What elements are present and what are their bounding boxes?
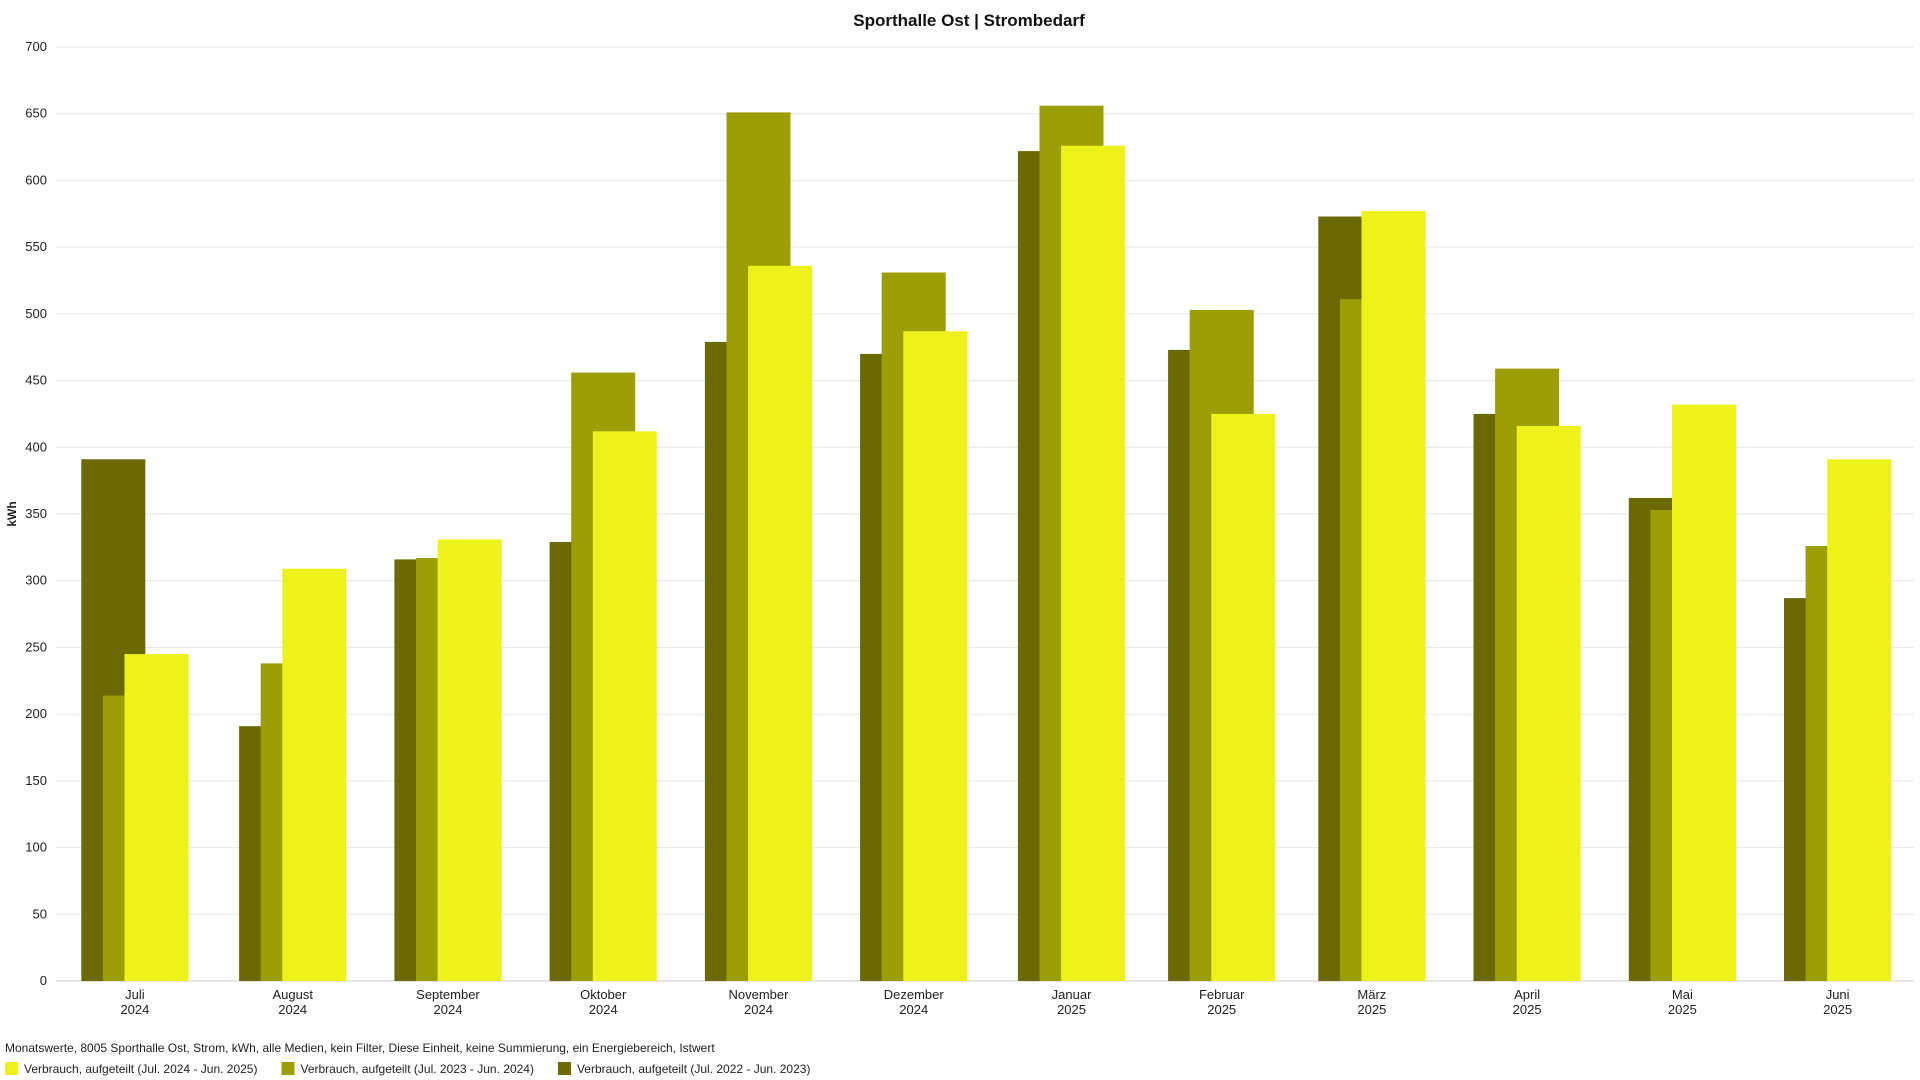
x-tick-label-month: Februar <box>1199 987 1245 1002</box>
x-tick-label: März 2025 <box>1357 987 1386 1017</box>
bar-2024-2025-januar-2025 <box>1061 145 1126 981</box>
chart-note: Monatswerte, 8005 Sporthalle Ost, Strom,… <box>5 1041 715 1055</box>
x-tick-label-month: Juli <box>125 987 145 1002</box>
x-tick-label-year: 2025 <box>1668 1002 1697 1017</box>
bar-2024-2025-maerz-2025 <box>1361 211 1426 982</box>
y-tick-label: 100 <box>25 840 47 855</box>
x-tick-label: Februar 2025 <box>1199 987 1245 1017</box>
x-tick-label-year: 2025 <box>1823 1002 1852 1017</box>
legend: Verbrauch, aufgeteilt (Jul. 2024 - Jun. … <box>5 1062 810 1076</box>
x-tick-label-month: August <box>272 987 313 1002</box>
bar-2024-2025-dezember-2024 <box>903 331 968 981</box>
legend-label: Verbrauch, aufgeteilt (Jul. 2024 - Jun. … <box>24 1062 257 1076</box>
x-tick-label: Mai 2025 <box>1668 987 1697 1017</box>
bar-2024-2025-juli-2024 <box>124 654 189 981</box>
y-tick-label: 600 <box>25 172 47 187</box>
y-tick-label: 550 <box>25 239 47 254</box>
y-tick-label: 350 <box>25 506 47 521</box>
y-axis-label: kWh <box>5 501 19 526</box>
legend-swatch <box>5 1062 18 1075</box>
legend-swatch <box>281 1062 295 1075</box>
bar-2024-2025-mai-2025 <box>1672 404 1736 982</box>
y-tick-label: 700 <box>25 39 47 54</box>
bar-2024-2025-november-2024 <box>748 265 813 981</box>
bar-2024-2025-juni-2025 <box>1827 459 1892 981</box>
legend-label: Verbrauch, aufgeteilt (Jul. 2023 - Jun. … <box>300 1062 533 1076</box>
x-tick-label: Oktober 2024 <box>580 987 627 1017</box>
x-tick-label-month: Dezember <box>884 987 945 1002</box>
x-tick-label-month: April <box>1514 987 1540 1002</box>
bars <box>81 105 1892 982</box>
y-tick-label: 150 <box>25 773 47 788</box>
x-tick-label-year: 2024 <box>278 1002 307 1017</box>
bar-2024-2025-september-2024 <box>437 539 502 981</box>
x-tick-label-year: 2025 <box>1357 1002 1386 1017</box>
bar-2024-2025-august-2024 <box>282 568 347 981</box>
legend-swatch <box>557 1062 571 1075</box>
x-tick-label-month: Mai <box>1672 987 1693 1002</box>
gridlines <box>56 46 1914 982</box>
x-tick-label-month: Januar <box>1052 987 1092 1002</box>
legend-label: Verbrauch, aufgeteilt (Jul. 2022 - Jun. … <box>577 1062 810 1076</box>
series-2024-2025 <box>124 145 1892 982</box>
chart-title: Sporthalle Ost | Strombedarf <box>853 11 1085 30</box>
y-tick-label: 50 <box>33 906 47 921</box>
x-tick-label-year: 2025 <box>1207 1002 1236 1017</box>
y-tick-label: 0 <box>40 973 47 988</box>
x-tick-label: September 2024 <box>416 987 480 1017</box>
x-tick-label-month: März <box>1357 987 1386 1002</box>
x-tick-label: August 2024 <box>272 987 313 1017</box>
x-tick-label-month: Oktober <box>580 987 627 1002</box>
x-tick-label-year: 2025 <box>1513 1002 1542 1017</box>
series-2023-2024 <box>102 105 1870 982</box>
y-tick-label: 300 <box>25 573 47 588</box>
y-axis-ticks: 0 50 100 150 200 250 300 350 400 450 500 550 600 650 7… <box>25 39 47 988</box>
legend-item-2024-2025: Verbrauch, aufgeteilt (Jul. 2024 - Jun. … <box>5 1062 257 1076</box>
y-tick-label: 200 <box>25 706 47 721</box>
x-tick-label: Juli 2024 <box>120 987 149 1017</box>
x-tick-label-month: November <box>728 987 789 1002</box>
y-tick-label: 450 <box>25 373 47 388</box>
legend-item-2022-2023: Verbrauch, aufgeteilt (Jul. 2022 - Jun. … <box>557 1062 810 1076</box>
bar-2024-2025-oktober-2024 <box>592 431 657 981</box>
x-tick-label-year: 2024 <box>120 1002 149 1017</box>
x-tick-label: November 2024 <box>728 987 789 1017</box>
legend-item-2023-2024: Verbrauch, aufgeteilt (Jul. 2023 - Jun. … <box>281 1062 534 1076</box>
y-tick-label: 650 <box>25 106 47 121</box>
bar-2024-2025-februar-2025 <box>1211 413 1276 981</box>
x-tick-label-month: Juni <box>1826 987 1850 1002</box>
x-tick-label-year: 2024 <box>434 1002 463 1017</box>
x-tick-label: Januar 2025 <box>1052 987 1092 1017</box>
x-tick-label-year: 2024 <box>899 1002 928 1017</box>
x-tick-label: April 2025 <box>1513 987 1542 1017</box>
x-tick-label-month: September <box>416 987 480 1002</box>
y-tick-label: 250 <box>25 639 47 654</box>
y-tick-label: 400 <box>25 439 47 454</box>
x-tick-label: Dezember 2024 <box>884 987 945 1017</box>
x-tick-label-year: 2024 <box>589 1002 618 1017</box>
bar-2024-2025-april-2025 <box>1516 425 1581 981</box>
x-tick-label-year: 2025 <box>1057 1002 1086 1017</box>
y-tick-label: 500 <box>25 306 47 321</box>
x-tick-label-year: 2024 <box>744 1002 773 1017</box>
x-tick-label: Juni 2025 <box>1823 987 1852 1017</box>
